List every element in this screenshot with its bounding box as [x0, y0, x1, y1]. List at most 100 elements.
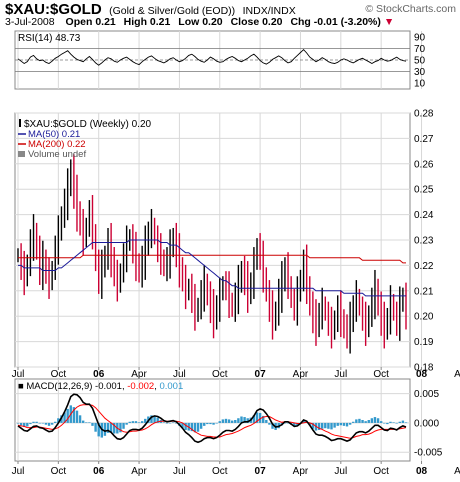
macd-hist-bar-9	[44, 422, 48, 425]
price-tick-0.26: 0.26	[414, 159, 434, 170]
macd-legend-title: MACD(12,26,9)	[26, 381, 92, 392]
macd-hist-bar-78	[258, 412, 262, 423]
macd-hist-bar-105	[342, 422, 346, 426]
macd-hist-bar-100	[327, 422, 330, 429]
ma200-line	[18, 254, 406, 264]
macd-hist-bar-79	[262, 415, 265, 423]
xaxis-bot-label-8: Jul	[334, 466, 347, 477]
xaxis-mid-label-3: Apr	[131, 369, 147, 380]
xaxis-bot-label-10: 08	[416, 466, 428, 477]
xaxis-mid-label-4: Jul	[173, 369, 186, 380]
macd-hist-bar-44	[153, 415, 156, 423]
price-tick-0.19: 0.19	[414, 337, 434, 348]
macd-hist-bar-66	[221, 419, 225, 423]
macd-tick-1: 0.000	[414, 418, 439, 429]
macd-hist-bar-5	[32, 421, 35, 423]
xaxis-bot-label-4: Jul	[173, 466, 186, 477]
macd-hist-bar-74	[246, 418, 249, 423]
xaxis-bot-label-9: Oct	[373, 466, 389, 477]
xaxis-mid-label-1: Oct	[51, 369, 67, 380]
macd-hist-bar-21	[81, 420, 85, 423]
price-tick-0.27: 0.27	[414, 134, 434, 145]
macd-hist-bar-1	[19, 422, 23, 426]
xaxis-mid-label-0: Jul	[12, 369, 25, 380]
macd-hist-bar-15	[63, 412, 66, 423]
symbol-description: (Gold & Silver/Gold (EOD))	[109, 5, 236, 17]
macd-hist-bar-50	[172, 422, 175, 423]
ma50-legend: MA(50) 0.21	[28, 129, 80, 140]
xaxis-mid-label-9: Oct	[373, 369, 389, 380]
price-tick-0.23: 0.23	[414, 236, 434, 247]
macd-hist-bar-56	[190, 422, 194, 432]
macd-hist-bar-118	[383, 422, 386, 424]
price-tick-0.21: 0.21	[414, 286, 434, 297]
macd-hist-bar-10	[47, 422, 51, 426]
macd-legend: ■ MACD(12,26,9) -0.001, -0.002, 0.001	[18, 381, 183, 392]
macd-legend-value: -0.001	[95, 381, 122, 392]
ma50-line	[18, 239, 406, 297]
macd-hist-bar-63	[212, 422, 215, 425]
down-arrow-icon: ▼	[383, 16, 395, 28]
macd-hist-bar-8	[41, 422, 45, 424]
macd-hist-bar-37	[131, 421, 135, 423]
close-label: Close	[230, 16, 260, 28]
macd-hist-bar-107	[348, 422, 352, 425]
macd-hist-bar-53	[181, 422, 184, 429]
macd-hist-bar-73	[243, 417, 246, 423]
macd-hist-bar-22	[85, 422, 88, 423]
macd-hist-bar-28	[103, 422, 107, 436]
macd-hist-bar-102	[333, 422, 336, 428]
exchange-label: INDX/INDX	[242, 5, 296, 17]
macd-hist-bar-58	[196, 422, 200, 432]
macd-tick-labels: 0.005 0.000 -0.005	[414, 389, 443, 459]
chart-header: $XAU:$GOLD (Gold & Silver/Gold (EOD)) IN…	[0, 0, 460, 30]
macd-tick-2: -0.005	[414, 448, 443, 459]
macd-hist-bar-48	[165, 422, 169, 424]
watermark: © StockCharts.com	[365, 3, 456, 15]
price-x-axis: Jul Oct 06 Apr Jul Oct 07 Apr Jul Oct 08 Apr	[12, 367, 460, 380]
rsi-tick-30: 30	[414, 67, 426, 78]
price-tick-0.25: 0.25	[414, 185, 434, 196]
rsi-guide-lines	[15, 48, 410, 72]
macd-hist-bar-125	[404, 422, 408, 423]
xaxis-bot-label-7: Apr	[293, 466, 309, 477]
macd-hist-bar-112	[364, 421, 367, 423]
xaxis-mid-label-5: Oct	[212, 369, 228, 380]
xaxis-mid-label-7: Apr	[293, 369, 309, 380]
volume-legend-icon	[18, 151, 25, 157]
macd-hist-bar-11	[50, 422, 54, 425]
macd-hist-bar-38	[134, 421, 138, 423]
price-legend-title: $XAU:$GOLD (Weekly) 0.20	[24, 119, 152, 130]
volume-legend: Volume undef	[28, 149, 86, 160]
macd-hist-bar-104	[339, 422, 343, 426]
price-tick-0.22: 0.22	[414, 261, 434, 272]
macd-hist-bar-29	[106, 422, 110, 433]
macd-hist-bar-19	[75, 410, 79, 423]
macd-signal-line	[17, 404, 407, 439]
macd-hist-bar-106	[345, 422, 349, 427]
macd-hist-bar-7	[38, 422, 41, 424]
macd-hist-bar-54	[184, 422, 187, 430]
macd-signal-value: -0.002	[127, 381, 154, 392]
macd-hist-bar-24	[91, 422, 94, 426]
macd-hist-bar-65	[218, 421, 221, 423]
macd-hist-bar-0	[16, 422, 20, 424]
macd-hist-bar-103	[336, 422, 339, 426]
macd-hist-bar-123	[398, 421, 401, 423]
macd-hist-bar-81	[268, 422, 271, 425]
macd-hist-bar-43	[150, 415, 153, 423]
low-label: Low	[178, 16, 200, 28]
rsi-tick-50: 50	[414, 56, 426, 67]
close-value: 0.20	[262, 16, 283, 28]
macd-hist-bar-33	[119, 422, 122, 433]
rsi-tick-90: 90	[414, 32, 426, 43]
macd-hist-bar-77	[255, 412, 259, 423]
macd-hist-bar-109	[355, 419, 358, 423]
macd-hist-bar-62	[209, 422, 212, 425]
macd-hist-bar-71	[237, 418, 240, 423]
macd-hist-bar-41	[144, 418, 147, 423]
rsi-line	[17, 48, 407, 66]
macd-hist-bar-34	[122, 422, 125, 429]
macd-hist-bar-36	[128, 421, 131, 423]
